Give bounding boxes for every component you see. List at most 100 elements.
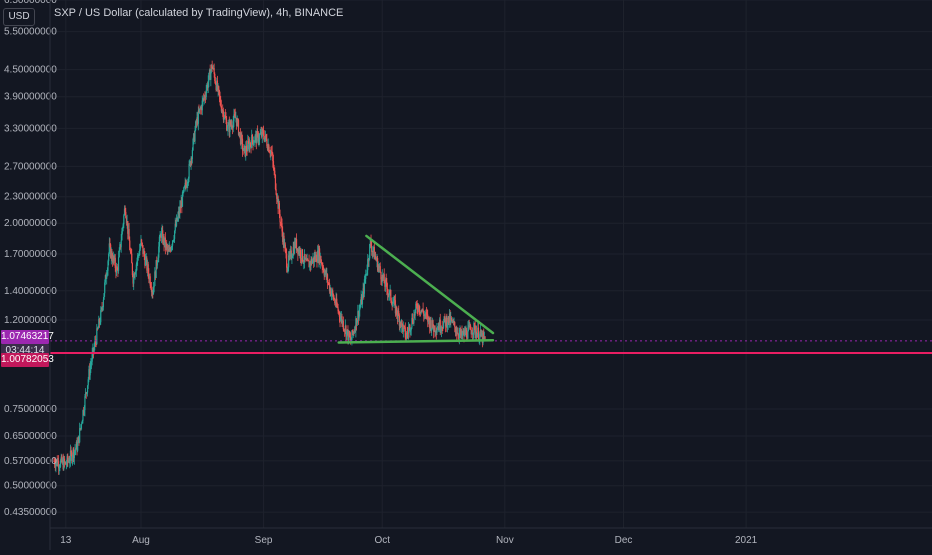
candle-body: [114, 257, 116, 261]
candle-body: [413, 313, 415, 324]
candle-body: [229, 121, 231, 132]
candle-body: [429, 320, 431, 329]
candle-body: [212, 68, 215, 69]
candle-body: [276, 196, 279, 199]
triangle-upper-trendline: [365, 234, 495, 335]
candle-body: [170, 249, 172, 252]
candle-body: [386, 288, 389, 295]
candle-body: [127, 221, 129, 234]
candle-body: [303, 254, 306, 263]
candle-body: [373, 246, 375, 252]
candle-body: [419, 311, 421, 313]
candle-body: [415, 303, 418, 306]
candle-body: [454, 322, 456, 328]
candle-body: [409, 330, 412, 333]
candle-body: [349, 337, 352, 342]
drawings[interactable]: [50, 234, 932, 355]
candle-body: [220, 99, 222, 106]
candle-body: [300, 258, 302, 260]
candle-body: [404, 327, 406, 338]
candle-body: [391, 303, 393, 307]
candle-body: [398, 315, 400, 326]
candle-body: [408, 327, 410, 334]
x-tick-label: Oct: [374, 535, 390, 546]
candle-body: [216, 80, 218, 90]
candle-body: [181, 192, 184, 207]
candle-body: [390, 290, 392, 301]
candle-body: [445, 317, 447, 327]
candle-body: [392, 302, 395, 304]
candle-body: [136, 260, 138, 265]
candle-body: [423, 314, 426, 317]
last-price-tag: 1.07463217: [1, 329, 54, 344]
currency-badge[interactable]: USD: [3, 8, 35, 26]
candle-body: [384, 279, 387, 287]
candle-body: [381, 274, 383, 283]
candle-body: [248, 142, 250, 150]
candle-body: [189, 161, 192, 166]
candle-body: [256, 131, 258, 144]
candle-body: [130, 251, 132, 254]
candle-body: [154, 271, 157, 278]
candle-body: [230, 124, 232, 126]
candle-body: [182, 191, 184, 193]
candle-body: [412, 322, 414, 324]
y-tick-label: 2.00000000: [4, 218, 57, 229]
candle-body: [174, 223, 176, 231]
candle-body: [156, 260, 158, 266]
candle-body: [179, 206, 182, 209]
candle-body: [451, 319, 453, 323]
candle-body: [187, 178, 190, 183]
candle-body: [394, 300, 397, 314]
candle-body: [183, 186, 186, 188]
candle-body: [318, 248, 320, 262]
candle-body: [473, 322, 476, 326]
candle-body: [274, 170, 276, 175]
candle-body: [82, 410, 84, 421]
candle-body: [411, 317, 414, 323]
candle-body: [114, 257, 116, 268]
candle-body: [450, 317, 453, 320]
candle-body: [178, 211, 180, 215]
candle-body: [444, 316, 446, 320]
candle-body: [226, 119, 228, 131]
y-tick-label: 0.50000000: [4, 481, 57, 492]
candle-body: [181, 201, 183, 207]
candle-body: [96, 328, 98, 345]
candle-body: [199, 108, 201, 112]
candle-body: [377, 266, 379, 271]
candle-body: [440, 327, 443, 331]
candle-body: [106, 274, 108, 279]
candle-body: [276, 194, 278, 199]
candle-body: [158, 246, 160, 258]
candle-body: [123, 208, 126, 216]
candle-body: [326, 274, 329, 283]
candle-body: [126, 221, 128, 223]
candle-body: [250, 144, 252, 148]
candle-body: [330, 293, 333, 296]
candle-body: [145, 258, 147, 260]
candle-body: [204, 95, 206, 97]
candle-body: [142, 245, 144, 254]
candle-body: [426, 313, 428, 315]
candle-body: [273, 168, 275, 171]
candle-body: [102, 307, 104, 309]
candle-body: [203, 95, 205, 99]
candle-body: [417, 304, 420, 311]
candle-body: [320, 262, 323, 264]
candle-body: [484, 336, 486, 340]
candle-body: [309, 261, 311, 266]
candle-body: [264, 134, 267, 138]
candle-body: [163, 236, 165, 246]
candle-body: [172, 240, 174, 246]
candle-body: [472, 332, 474, 335]
candle-body: [425, 312, 427, 314]
candle-body: [197, 117, 199, 124]
candle-body: [313, 257, 315, 263]
candle-body: [430, 320, 432, 331]
candle-body: [220, 105, 222, 112]
candle-body: [170, 247, 172, 252]
